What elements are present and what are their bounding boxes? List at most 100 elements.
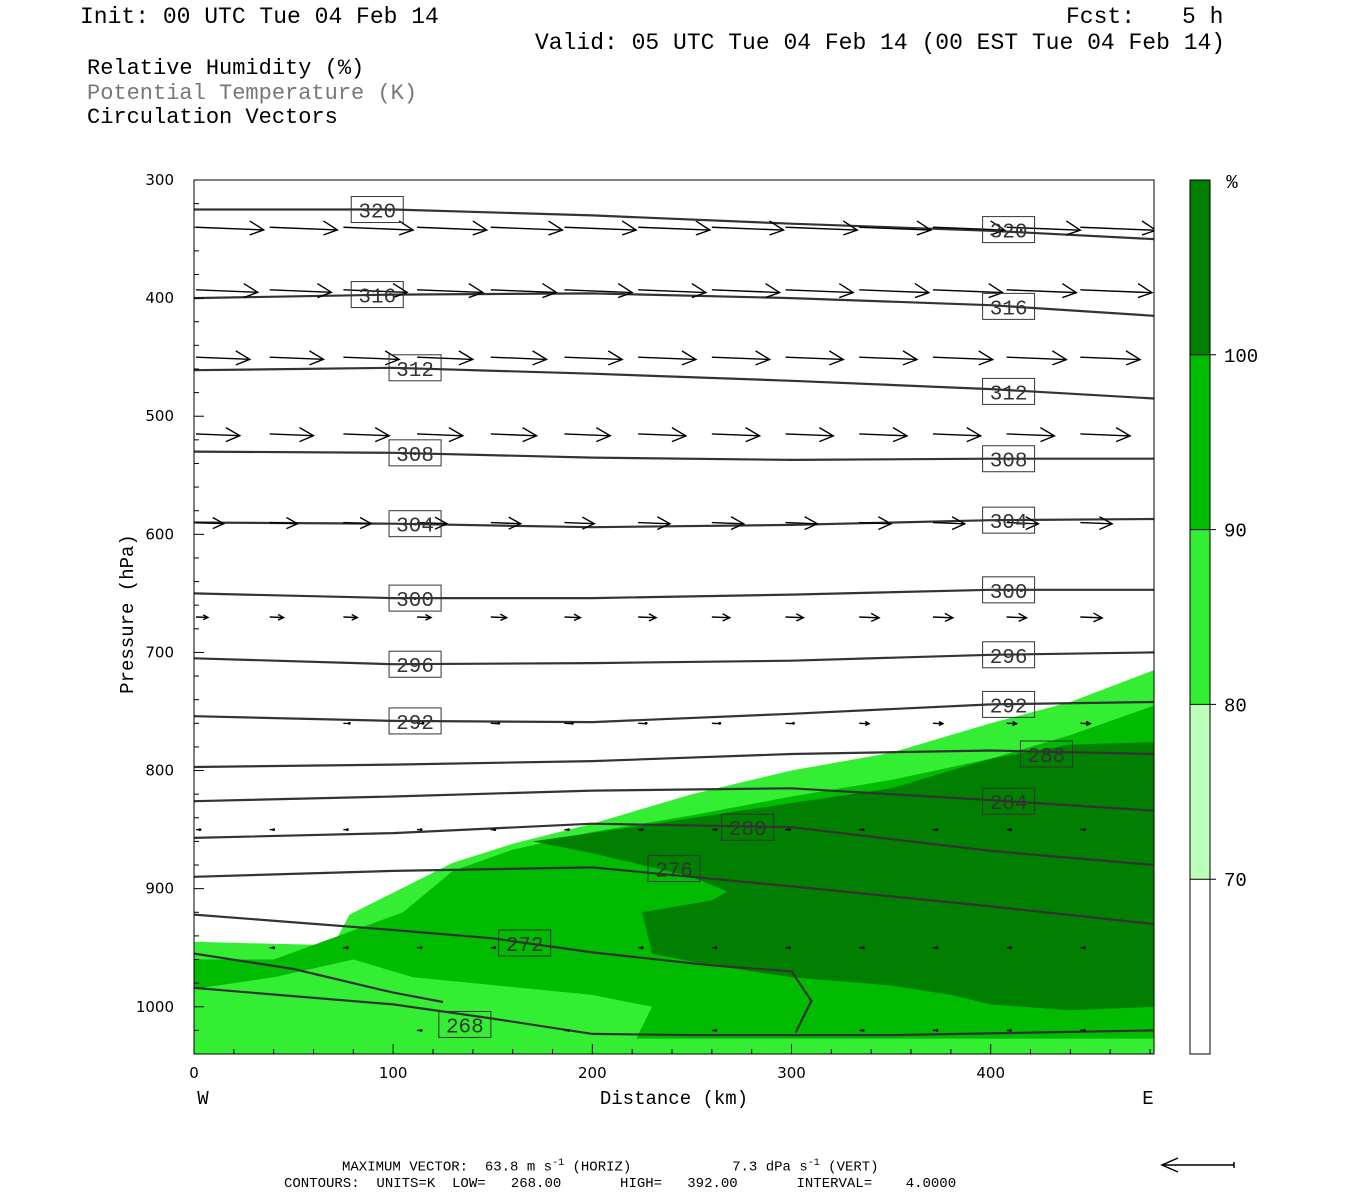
wind-vector: [195, 614, 210, 621]
colorbar-segment: [1190, 180, 1210, 355]
contour-label-312: 312: [388, 354, 442, 383]
wind-vector: [638, 721, 648, 725]
wind-vector: [269, 427, 316, 443]
wind-vector: [417, 427, 465, 443]
wind-vector: [638, 946, 644, 950]
colorbar-segment: [1190, 354, 1210, 530]
contour-label-296: 296: [982, 641, 1036, 670]
svg-text:284: 284: [990, 793, 1028, 816]
contour-label-284: 284: [982, 787, 1036, 816]
wind-vector: [490, 828, 497, 831]
colorbar: 100 90 80 70: [1189, 179, 1258, 1055]
colorbar-label: 70: [1224, 870, 1247, 892]
wind-vector: [638, 427, 688, 443]
wind-vector: [785, 427, 835, 443]
theta-contour-296: [194, 651, 1154, 666]
wind-vector: [785, 516, 819, 531]
wind-vector: [490, 516, 523, 530]
wind-vector: [490, 427, 539, 443]
wind-vector: [195, 350, 252, 366]
svg-text:272: 272: [506, 935, 544, 958]
svg-text:300: 300: [990, 582, 1028, 605]
wind-vector: [932, 612, 955, 623]
wind-vector: [269, 946, 276, 950]
svg-text:316: 316: [990, 298, 1028, 321]
init-time: Init: 00 UTC Tue 04 Feb 14: [80, 4, 439, 30]
wind-vector: [343, 220, 415, 236]
wind-vector: [859, 612, 881, 623]
colorbar-unit: %: [1226, 172, 1238, 194]
x-tick-label: 100: [379, 1064, 408, 1082]
wind-vector: [343, 946, 349, 950]
wind-vector: [195, 828, 202, 831]
contour-label-304: 304: [982, 506, 1036, 535]
wind-vector: [564, 516, 596, 530]
wind-vector: [785, 220, 859, 236]
east-label: E: [1142, 1088, 1153, 1110]
contour-label-308: 308: [388, 439, 442, 468]
y-axis-title: Pressure (hPa): [117, 534, 139, 694]
svg-text:280: 280: [729, 819, 767, 842]
colorbar-frame: [1189, 179, 1211, 1055]
contour-label-312: 312: [982, 377, 1036, 406]
contour-label-272: 272: [498, 929, 552, 958]
contour-label-292: 292: [982, 690, 1036, 719]
wind-vector: [195, 282, 260, 299]
wind-vector: [711, 350, 772, 366]
y-tick-label: 900: [145, 880, 174, 898]
svg-text:320: 320: [358, 202, 396, 225]
wind-vector: [711, 427, 762, 443]
wind-vector: [785, 350, 845, 366]
contour-label-292: 292: [388, 707, 442, 736]
contour-info: CONTOURS: UNITS=K LOW= 268.00 HIGH= 392.…: [284, 1176, 957, 1192]
wind-vector: [343, 721, 351, 725]
theta-contours: [194, 208, 1154, 1037]
theta-contour-300: [194, 588, 1154, 600]
wind-vector: [195, 427, 242, 443]
colorbar-segment: [1190, 704, 1210, 880]
wind-vector: [932, 220, 1007, 236]
theta-contour-276: [194, 866, 1154, 926]
svg-text:312: 312: [990, 383, 1028, 406]
wind-vector: [638, 220, 712, 236]
svg-text:288: 288: [1028, 746, 1066, 769]
svg-text:308: 308: [396, 445, 434, 468]
wind-vector: [417, 220, 489, 236]
wind-vector: [932, 282, 1005, 299]
wind-vector: [417, 721, 425, 725]
wind-vector: [490, 350, 549, 366]
wind-vector: [785, 946, 791, 950]
wind-vector: [859, 1028, 865, 1032]
vertical-exponent: -1: [807, 1158, 820, 1169]
wind-vector: [269, 613, 286, 621]
wind-vector: [417, 516, 449, 530]
wind-vector: [343, 427, 391, 443]
forecast-hour: 5 h: [1182, 4, 1224, 30]
y-tick-label: 600: [145, 525, 174, 543]
wind-vector: [638, 350, 698, 366]
wind-vector: [1080, 720, 1092, 727]
wind-vector: [711, 282, 782, 299]
wind-vector: [195, 220, 266, 236]
wind-vector: [638, 828, 644, 831]
wind-vector: [490, 220, 565, 236]
wind-vector: [859, 282, 931, 299]
wind-vector: [1006, 427, 1056, 443]
wind-vector: [932, 1028, 939, 1032]
wind-vector: [1080, 427, 1132, 443]
wind-vector: [490, 613, 509, 622]
wind-vector: [1080, 282, 1154, 299]
x-axis-title: Distance (km): [600, 1088, 748, 1110]
wind-vector: [859, 720, 871, 727]
wind-vector: [269, 516, 300, 530]
svg-text:312: 312: [396, 360, 434, 383]
x-tick-label: 0: [189, 1064, 199, 1082]
wind-vector: [1006, 220, 1082, 236]
wind-vector: [1006, 612, 1029, 623]
contour-label-304: 304: [388, 510, 442, 539]
contour-label-300: 300: [982, 576, 1036, 605]
svg-text:316: 316: [358, 287, 396, 310]
theta-contour-308: [194, 450, 1154, 462]
wind-vector: [343, 350, 401, 366]
wind-vector: [1080, 828, 1086, 831]
